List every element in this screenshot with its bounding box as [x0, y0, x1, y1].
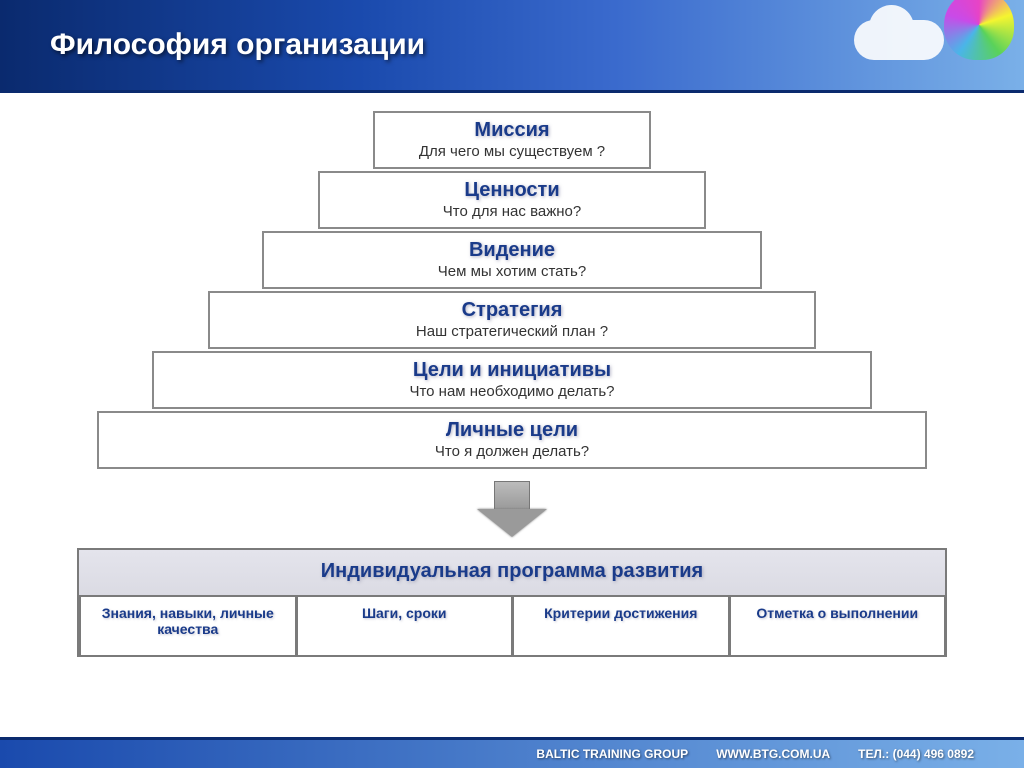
footer-org: BALTIC TRAINING GROUP	[536, 747, 688, 761]
program-column-2: Критерии достижения	[512, 595, 730, 655]
pyramid-level-subtitle: Наш стратегический план ?	[210, 323, 814, 340]
pyramid-level-subtitle: Что для нас важно?	[320, 203, 704, 220]
pyramid-level-title: Видение	[264, 239, 760, 262]
pyramid-level-subtitle: Для чего мы существуем ?	[375, 143, 649, 160]
program-column-label: Отметка о выполнении	[737, 605, 939, 621]
pyramid-level-subtitle: Чем мы хотим стать?	[264, 263, 760, 280]
pyramid-level-title: Стратегия	[210, 299, 814, 322]
slide-footer: BALTIC TRAINING GROUP WWW.BTG.COM.UA ТЕЛ…	[0, 737, 1024, 768]
program-column-label: Шаги, сроки	[304, 605, 506, 621]
program-column-3: Отметка о выполнении	[729, 595, 947, 655]
arrow-down-icon	[477, 481, 547, 536]
header-decoration	[824, 0, 1024, 90]
pyramid-level-title: Цели и инициативы	[154, 359, 870, 382]
program-column-1: Шаги, сроки	[296, 595, 514, 655]
program-columns: Знания, навыки, личные качества Шаги, сро…	[79, 595, 945, 655]
pyramid-level-title: Ценности	[320, 179, 704, 202]
program-column-label: Критерии достижения	[520, 605, 722, 621]
pyramid-level-title: Миссия	[375, 119, 649, 142]
footer-tel: ТЕЛ.: (044) 496 0892	[858, 747, 974, 761]
pyramid-level-subtitle: Что нам необходимо делать?	[154, 383, 870, 400]
pyramid-level-3: СтратегияНаш стратегический план ?	[208, 291, 816, 349]
footer-url: WWW.BTG.COM.UA	[716, 747, 830, 761]
pyramid-diagram: МиссияДля чего мы существуем ?ЦенностиЧт…	[0, 111, 1024, 469]
pyramid-level-5: Личные целиЧто я должен делать?	[97, 411, 927, 469]
pyramid-level-title: Личные цели	[99, 419, 925, 442]
balloon-icon	[944, 0, 1014, 75]
slide-header: Философия организации	[0, 0, 1024, 90]
cloud-icon	[854, 20, 944, 60]
program-column-0: Знания, навыки, личные качества	[79, 595, 297, 655]
pyramid-level-4: Цели и инициативыЧто нам необходимо дела…	[152, 351, 872, 409]
program-box: Индивидуальная программа развития Знания…	[77, 548, 947, 657]
slide-content: МиссияДля чего мы существуем ?ЦенностиЧт…	[0, 93, 1024, 703]
program-title: Индивидуальная программа развития	[79, 550, 945, 595]
program-column-label: Знания, навыки, личные качества	[87, 605, 289, 637]
pyramid-level-0: МиссияДля чего мы существуем ?	[373, 111, 651, 169]
pyramid-level-subtitle: Что я должен делать?	[99, 443, 925, 460]
pyramid-level-2: ВидениеЧем мы хотим стать?	[262, 231, 762, 289]
pyramid-level-1: ЦенностиЧто для нас важно?	[318, 171, 706, 229]
